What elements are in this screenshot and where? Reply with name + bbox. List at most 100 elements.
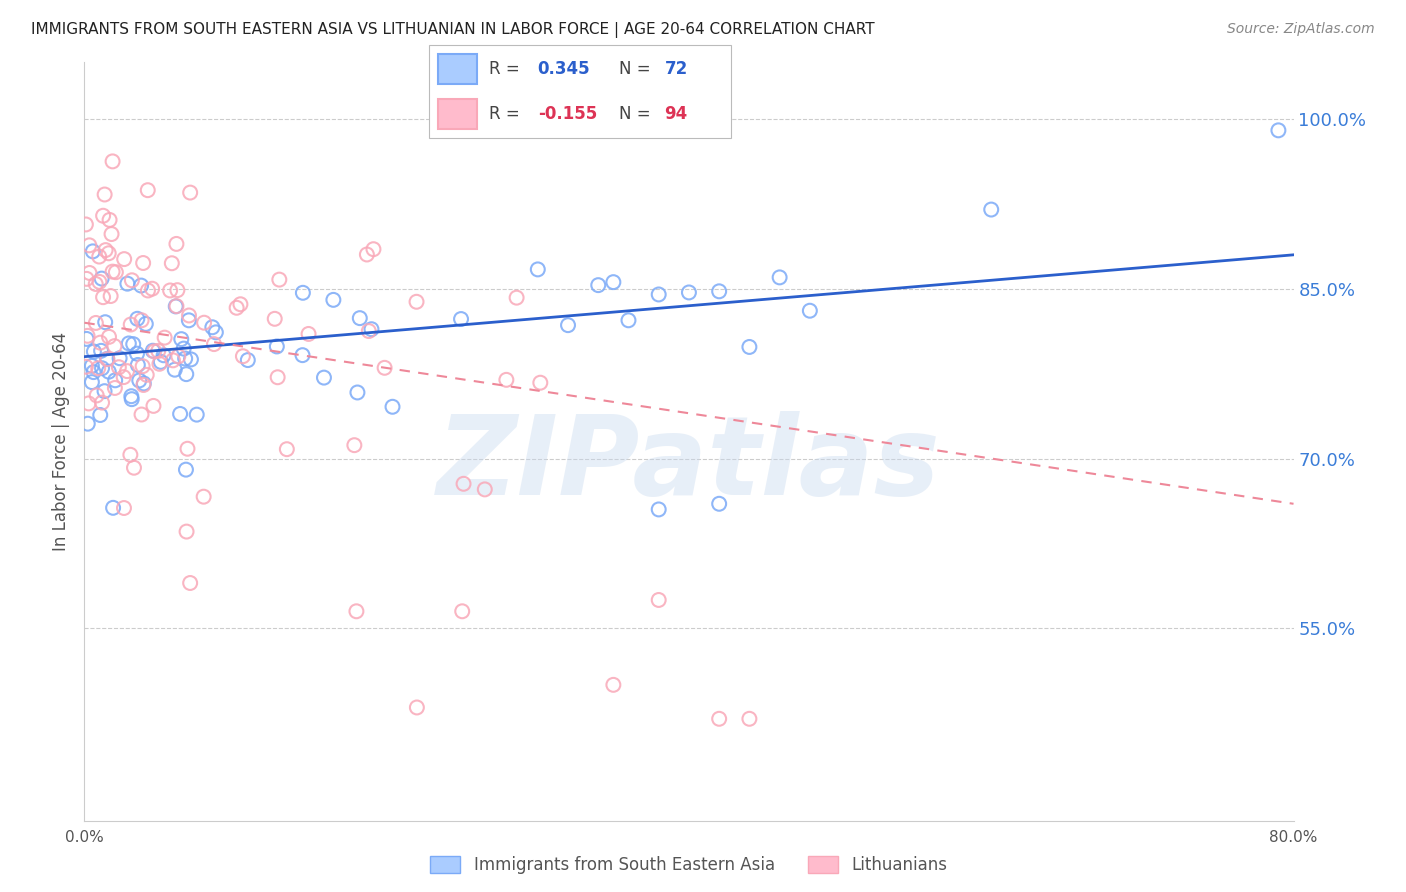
Point (120, 448, 142, 462)
Point (141, 282, 163, 296)
Point (357, 324, 380, 338)
Point (474, 483, 496, 497)
Point (97, 365, 120, 379)
Point (112, 501, 135, 516)
Point (148, 357, 170, 371)
Point (84, 277, 107, 291)
Point (84, 316, 107, 330)
Point (98, 213, 121, 227)
Point (163, 362, 186, 376)
Point (91, 290, 114, 304)
Point (125, 346, 148, 360)
Point (117, 277, 139, 291)
Point (451, 604, 474, 618)
Point (121, 273, 143, 287)
Point (100, 227, 122, 241)
Point (118, 336, 141, 351)
Point (179, 576, 201, 591)
FancyBboxPatch shape (437, 54, 477, 84)
Point (266, 370, 288, 384)
Point (170, 332, 193, 346)
Point (160, 256, 183, 270)
Point (165, 236, 187, 251)
Point (709, 712, 731, 726)
Point (162, 353, 184, 368)
Text: 0.345: 0.345 (537, 60, 591, 78)
Point (529, 376, 551, 390)
Point (101, 265, 124, 279)
Point (79, 238, 101, 252)
Point (174, 463, 197, 477)
Point (1267, 123, 1289, 137)
Point (80, 359, 103, 373)
Text: N =: N = (619, 60, 651, 78)
Point (276, 442, 298, 457)
Point (297, 326, 319, 341)
Point (76, 332, 98, 346)
Point (89, 408, 111, 422)
Point (91, 395, 114, 409)
Point (131, 359, 153, 374)
Point (104, 381, 127, 395)
Point (269, 272, 291, 286)
Point (129, 278, 152, 293)
Point (374, 360, 396, 375)
Text: -0.155: -0.155 (537, 105, 598, 123)
Point (205, 326, 228, 340)
Point (453, 476, 475, 491)
Point (356, 247, 378, 261)
Point (131, 408, 153, 422)
Text: 94: 94 (665, 105, 688, 123)
Point (108, 360, 131, 375)
Point (115, 364, 138, 378)
Point (97, 246, 120, 260)
Point (527, 262, 550, 277)
Point (176, 442, 198, 456)
Point (738, 340, 761, 354)
Point (602, 275, 624, 289)
Point (80, 375, 103, 389)
Point (132, 256, 155, 270)
Point (82, 244, 104, 259)
Point (617, 313, 640, 327)
FancyBboxPatch shape (437, 99, 477, 129)
Point (122, 460, 145, 475)
Point (291, 285, 314, 300)
Point (132, 378, 155, 392)
Point (322, 293, 344, 307)
Point (186, 408, 208, 422)
Point (166, 299, 188, 313)
Point (346, 604, 368, 618)
Point (174, 367, 197, 381)
Point (128, 374, 150, 388)
Point (104, 373, 127, 387)
Point (76, 328, 98, 343)
Point (174, 351, 197, 366)
Point (112, 370, 135, 384)
Point (349, 311, 371, 326)
Point (769, 270, 792, 285)
Point (148, 343, 170, 358)
Point (232, 349, 254, 363)
Point (142, 343, 165, 358)
Point (169, 407, 191, 421)
Point (90, 343, 112, 358)
Point (142, 399, 165, 413)
Point (76, 417, 98, 431)
Text: R =: R = (489, 105, 520, 123)
Point (799, 303, 821, 318)
Point (149, 355, 172, 369)
Point (131, 313, 153, 327)
Point (98, 330, 121, 344)
Point (101, 500, 124, 515)
Point (738, 712, 761, 726)
Point (87, 361, 110, 376)
Point (381, 400, 404, 414)
Point (86, 388, 108, 402)
Text: 72: 72 (665, 60, 688, 78)
Point (127, 358, 149, 372)
Text: ZIPatlas: ZIPatlas (437, 411, 941, 517)
FancyBboxPatch shape (429, 45, 731, 138)
Point (266, 339, 288, 353)
Point (132, 376, 155, 391)
